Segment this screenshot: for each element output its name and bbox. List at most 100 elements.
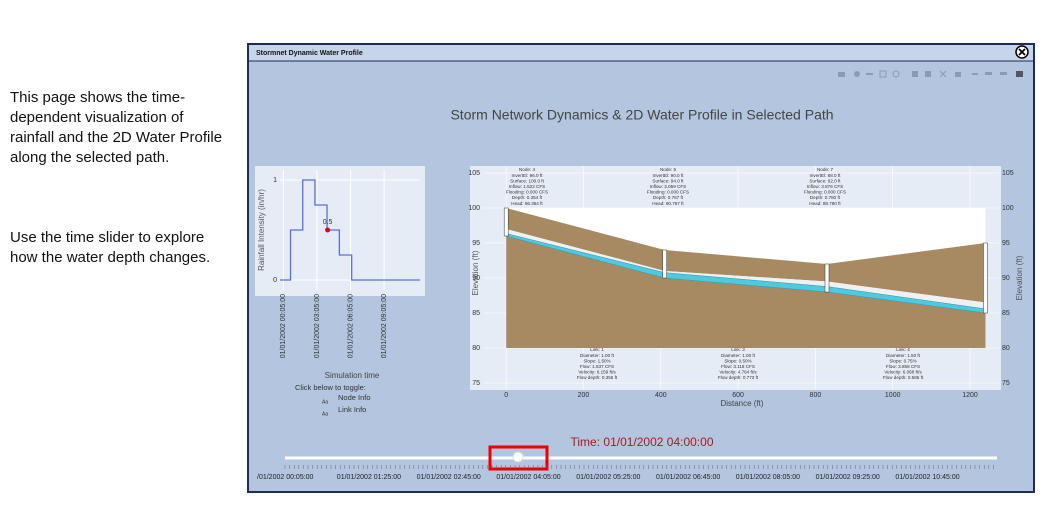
intro-text: Use the time slider to explore how the w…	[10, 229, 211, 266]
link-info: Link: 3	[731, 347, 745, 352]
rainfall-line	[280, 179, 420, 281]
link-info: Flow: 3.858 CFS	[886, 364, 920, 369]
node-info: Node: 4	[519, 167, 536, 172]
x-tick-label: 01/01/2002 06:05:00	[347, 294, 354, 358]
manhole	[662, 249, 667, 279]
link-info: Slope: 0.75%	[889, 358, 916, 363]
node-info: Flooding: 0.000 CFS	[506, 190, 548, 195]
link-info: Link: 4	[896, 347, 910, 352]
highlight-box	[488, 445, 549, 471]
link-info: Flow depth: 0.355 ft	[577, 375, 618, 380]
y-tick-label: 100	[468, 205, 480, 212]
slider-label: 01/01/2002 09:25:00	[816, 474, 880, 481]
node-info: Flooding: 0.000 CFS	[804, 190, 846, 195]
node-info: Flooding: 0.000 CFS	[647, 190, 689, 195]
x-tick-label: 800	[810, 392, 822, 399]
y-tick-label: 1	[273, 177, 277, 184]
link-info: Diameter: 1.00 ft	[721, 353, 756, 358]
manhole	[983, 242, 988, 314]
y-axis-title: Elevation (ft)	[471, 250, 480, 295]
close-button[interactable]	[1015, 45, 1029, 59]
y-tick-label: 90	[472, 275, 480, 282]
x-axis-title: Distance (ft)	[720, 399, 763, 408]
y-tick-label: 75	[472, 380, 480, 387]
link-info: Flow: 3.118 CFS	[721, 364, 755, 369]
link-info: Flow depth: 0.773 ft	[718, 375, 759, 380]
slider-label: 01/01/2002 04:05:00	[496, 474, 560, 481]
x-tick-label: 01/01/2002 03:05:00	[314, 294, 321, 358]
slider-label: 01/01/2002 10:45:00	[895, 474, 959, 481]
slider-label: 01/01/2002 06:45:00	[656, 474, 720, 481]
window-title: Stormnet Dynamic Water Profile	[256, 50, 363, 57]
x-tick-label: 400	[655, 392, 667, 399]
x-tick-label: 01/01/2002 00:05:00	[280, 294, 287, 358]
slider-label: 01/01/2002 05:25:00	[576, 474, 640, 481]
slider-knob[interactable]	[512, 451, 524, 463]
y-tick-label: 85	[472, 310, 480, 317]
y-tick-label: 0	[273, 277, 277, 284]
x-tick-label: 1000	[885, 392, 901, 399]
slider-label: 01/01/2002 08:05:00	[736, 474, 800, 481]
manhole	[824, 263, 830, 293]
soil-below	[506, 236, 986, 348]
y-tick-label: 105	[468, 170, 480, 177]
x-tick-label: 0	[504, 392, 508, 399]
link-info: Velocity: 6.068 ft/s	[884, 370, 922, 375]
soil-above	[506, 208, 986, 303]
node-info: Depth: 0.780 ft	[810, 195, 841, 200]
node-info: Node: 5	[660, 167, 677, 172]
y2-tick-label: 90	[1002, 275, 1010, 282]
node-info: Surface: 100.0 ft	[510, 178, 544, 183]
y2-tick-label: 75	[1002, 380, 1010, 387]
dashboard-title: Storm Network Dynamics & 2D Water Profil…	[450, 107, 833, 123]
node-info: Head: 96.354 ft	[511, 201, 543, 206]
toolbar[interactable]	[838, 70, 1023, 78]
link-info: Slope: 0.50%	[724, 358, 751, 363]
y-tick-label: 95	[472, 240, 480, 247]
current-marker	[325, 227, 331, 233]
x-tick-label: 600	[732, 392, 744, 399]
y2-tick-label: 105	[1002, 170, 1014, 177]
node-info: Surface: 92.0 ft	[809, 178, 841, 183]
toggle-label[interactable]: Link Info	[338, 405, 366, 414]
y2-tick-label: 80	[1002, 345, 1010, 352]
link-info: Diameter: 1.50 ft	[886, 353, 921, 358]
link-info: Velocity: 4.764 ft/s	[719, 370, 757, 375]
slider-label: /01/2002 00:05:00	[257, 474, 314, 481]
link-info: Flow depth: 0.585 ft	[883, 375, 924, 380]
node-info: Head: 88.780 ft	[809, 201, 841, 206]
y2-tick-label: 95	[1002, 240, 1010, 247]
node-info: Inflow: 3.876 CFS	[807, 184, 844, 189]
toggle-icon[interactable]: Aa	[322, 399, 328, 405]
node-info: Inflow: 3.059 CFS	[650, 184, 687, 189]
x-tick-label: 1200	[962, 392, 978, 399]
x-axis-title: Simulation time	[325, 371, 380, 380]
node-info: Surface: 94.0 ft	[652, 178, 684, 183]
node-info: Head: 90.767 ft	[652, 201, 684, 206]
node-info: Node: 7	[817, 167, 834, 172]
link-info: Slope: 1.50%	[583, 358, 610, 363]
y2-tick-label: 85	[1002, 310, 1010, 317]
node-info: Depth: 0.354 ft	[512, 195, 543, 200]
link-info: Diameter: 1.00 ft	[580, 353, 615, 358]
toggle-icon[interactable]: Aa	[322, 411, 328, 417]
y2-tick-label: 100	[1002, 205, 1014, 212]
node-info: Depth: 0.767 ft	[653, 195, 684, 200]
node-info: InvertEl: 88.0 ft	[810, 173, 842, 178]
y2-axis-title: Elevation (ft)	[1015, 255, 1024, 300]
toggle-label[interactable]: Node Info	[338, 393, 371, 402]
link-info: Velocity: 6.159 ft/s	[578, 370, 616, 375]
link-info: Flow: 1.537 CFS	[580, 364, 614, 369]
node-info: Inflow: 1.522 CFS	[509, 184, 546, 189]
x-tick-label: 200	[578, 392, 590, 399]
time-label: Time: 01/01/2002 04:00:00	[571, 435, 714, 449]
node-info: InvertEl: 96.0 ft	[512, 173, 544, 178]
intro-text: This page shows the time-dependent visua…	[10, 89, 223, 166]
marker-label: 0.5	[323, 219, 333, 226]
slider-label: 01/01/2002 02:45:00	[417, 474, 481, 481]
manhole	[503, 207, 509, 237]
node-info: InvertEl: 90.0 ft	[653, 173, 685, 178]
link-info: Link: 1	[590, 347, 604, 352]
